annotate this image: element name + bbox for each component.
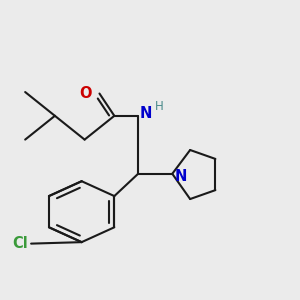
Text: O: O: [80, 86, 92, 101]
Text: Cl: Cl: [12, 236, 28, 251]
Text: N: N: [140, 106, 152, 121]
Text: H: H: [155, 100, 164, 113]
Text: N: N: [175, 169, 187, 184]
